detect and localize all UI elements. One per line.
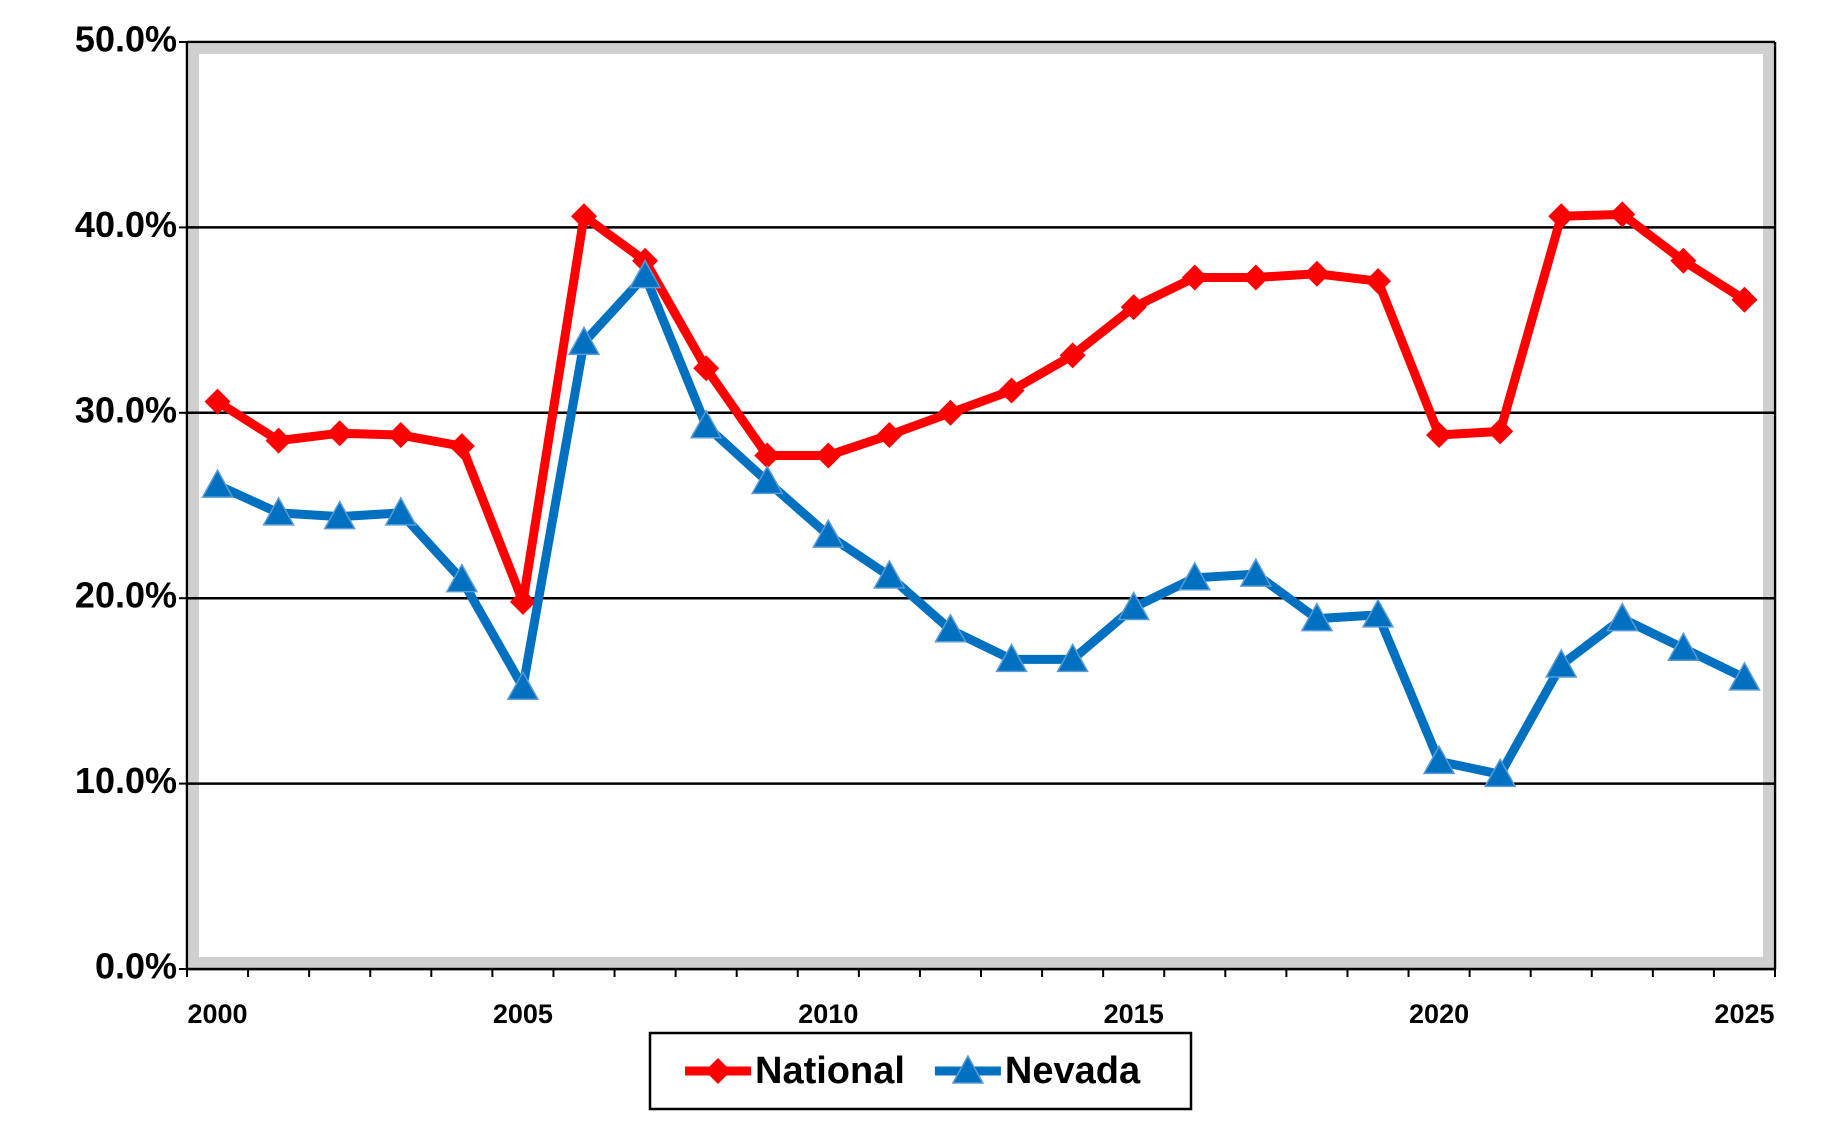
x-tick-label: 2015 xyxy=(1104,999,1164,1029)
x-tick-label: 2020 xyxy=(1409,999,1469,1029)
data-point xyxy=(1303,260,1330,287)
data-point xyxy=(1606,602,1639,632)
x-tick-label: 2010 xyxy=(798,999,858,1029)
data-point xyxy=(1483,757,1517,788)
legend-label: National xyxy=(755,1050,905,1092)
data-point xyxy=(1181,264,1208,291)
data-point xyxy=(1548,203,1575,230)
y-tick-label: 30.0% xyxy=(75,389,177,430)
data-point xyxy=(1487,418,1514,445)
data-point xyxy=(1667,631,1700,662)
data-point xyxy=(1059,342,1086,369)
data-point xyxy=(1239,557,1273,587)
x-tick-label: 2025 xyxy=(1714,999,1774,1029)
data-point xyxy=(265,427,292,454)
data-point xyxy=(326,420,353,447)
data-point xyxy=(934,613,967,643)
data-point xyxy=(1670,247,1697,274)
y-tick-label: 20.0% xyxy=(75,575,177,616)
x-tick-label: 2000 xyxy=(187,999,247,1029)
y-tick-label: 10.0% xyxy=(75,760,177,801)
data-point xyxy=(693,355,720,382)
data-point xyxy=(995,642,1028,673)
y-tick-label: 50.0% xyxy=(75,19,177,60)
data-point xyxy=(571,203,597,230)
data-point xyxy=(1242,264,1269,291)
legend-marker xyxy=(705,1058,731,1084)
data-point xyxy=(506,670,540,700)
data-point xyxy=(1426,422,1453,449)
data-point xyxy=(384,496,418,526)
data-point xyxy=(876,422,903,449)
data-point xyxy=(750,464,784,495)
data-point xyxy=(1544,648,1578,678)
data-point xyxy=(323,500,356,530)
legend-label: Nevada xyxy=(1005,1050,1141,1092)
data-point xyxy=(1056,642,1089,673)
data-point xyxy=(815,442,842,469)
y-tick-label: 40.0% xyxy=(75,204,177,245)
data-point xyxy=(937,399,964,426)
x-tick-label: 2005 xyxy=(493,999,553,1029)
data-point xyxy=(1728,661,1761,691)
data-point xyxy=(1609,201,1636,228)
data-point xyxy=(628,259,662,289)
legend-marker xyxy=(951,1054,985,1084)
y-tick-label: 0.0% xyxy=(95,946,177,987)
data-point xyxy=(1120,294,1147,321)
data-point xyxy=(998,377,1025,404)
data-point xyxy=(754,442,781,469)
plot-area xyxy=(189,44,1773,967)
data-point xyxy=(262,496,295,526)
data-point xyxy=(812,518,845,548)
data-point xyxy=(1178,561,1212,591)
data-point xyxy=(1361,598,1395,628)
data-point xyxy=(689,409,723,439)
data-point xyxy=(873,559,906,589)
data-point xyxy=(201,468,234,498)
data-point xyxy=(1731,286,1758,313)
data-point xyxy=(567,325,601,356)
legend-box xyxy=(648,1031,1193,1111)
data-point xyxy=(1117,590,1150,621)
data-point xyxy=(1422,744,1456,775)
data-point xyxy=(1300,602,1334,632)
data-point xyxy=(509,588,536,615)
data-point xyxy=(204,388,231,415)
series-line xyxy=(215,271,1747,779)
data-point xyxy=(445,563,479,593)
data-point xyxy=(1365,268,1391,295)
data-point xyxy=(448,433,475,460)
data-point xyxy=(387,422,414,449)
